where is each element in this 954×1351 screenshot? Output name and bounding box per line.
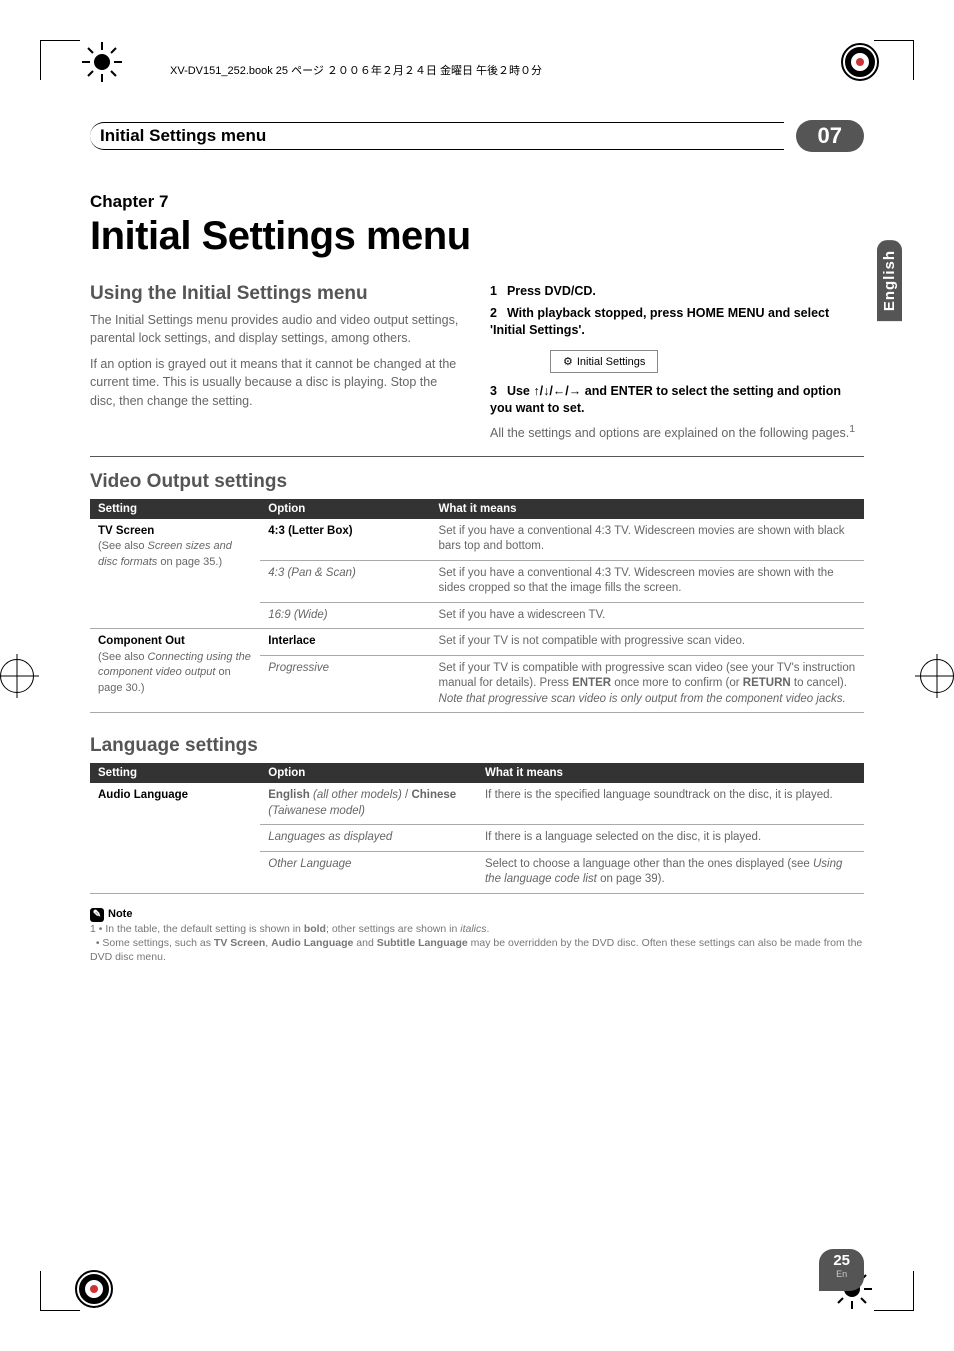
header-bar: Initial Settings menu 07 xyxy=(90,120,864,152)
setting-cell: Audio Language xyxy=(90,783,260,893)
option-cell: Languages as displayed xyxy=(260,825,477,852)
page-number: 25 En xyxy=(819,1249,864,1291)
setting-cell: Component Out(See also Connecting using … xyxy=(90,629,260,713)
col-option: Option xyxy=(260,763,477,783)
option-cell: Other Language xyxy=(260,851,477,893)
table-header-row: Setting Option What it means xyxy=(90,499,864,519)
page-content: Initial Settings menu 07 Chapter 7 Initi… xyxy=(50,90,904,1311)
initial-settings-label: Initial Settings xyxy=(577,356,645,368)
chapter-title: Initial Settings menu xyxy=(90,214,864,259)
meaning-cell: Set if your TV is compatible with progre… xyxy=(431,655,864,713)
registration-mark xyxy=(0,659,34,693)
intro-heading: Using the Initial Settings menu xyxy=(90,283,464,305)
table-row: Component Out(See also Connecting using … xyxy=(90,629,864,656)
note-icon: ✎ xyxy=(90,908,104,922)
video-output-table: Setting Option What it means TV Screen(S… xyxy=(90,499,864,714)
note-line-2: • Some settings, such as TV Screen, Audi… xyxy=(90,936,864,964)
step-3-explain-text: All the settings and options are explain… xyxy=(490,426,849,440)
initial-settings-box: ⚙ Initial Settings xyxy=(550,350,658,373)
step-1-text: Press DVD/CD. xyxy=(507,284,596,298)
col-meaning: What it means xyxy=(431,499,864,519)
option-cell: English (all other models) / Chinese (Ta… xyxy=(260,783,477,825)
chapter-label: Chapter 7 xyxy=(90,192,864,212)
footnote-ref: 1 xyxy=(849,424,855,435)
language-table: Setting Option What it means Audio Langu… xyxy=(90,763,864,894)
col-option: Option xyxy=(260,499,430,519)
option-cell: 4:3 (Pan & Scan) xyxy=(260,560,430,602)
meaning-cell: Set if your TV is not compatible with pr… xyxy=(431,629,864,656)
sun-icon xyxy=(80,40,124,84)
col-setting: Setting xyxy=(90,499,260,519)
step-1: 1Press DVD/CD. xyxy=(490,283,864,301)
table-header-row: Setting Option What it means xyxy=(90,763,864,783)
meaning-cell: If there is the specified language sound… xyxy=(477,783,864,825)
meaning-cell: Set if you have a conventional 4:3 TV. W… xyxy=(431,560,864,602)
section-number: 07 xyxy=(796,120,864,152)
step-2: 2With playback stopped, press HOME MENU … xyxy=(490,305,864,340)
step-2-text: With playback stopped, press HOME MENU a… xyxy=(490,306,829,338)
intro-p1: The Initial Settings menu provides audio… xyxy=(90,311,464,347)
note-label: Note xyxy=(108,908,132,920)
crop-mark xyxy=(40,40,80,80)
col-meaning: What it means xyxy=(477,763,864,783)
registration-mark xyxy=(920,659,954,693)
option-cell: Interlace xyxy=(260,629,430,656)
meaning-cell: Set if you have a widescreen TV. xyxy=(431,602,864,629)
language-heading: Language settings xyxy=(90,735,864,757)
table-row: Audio LanguageEnglish (all other models)… xyxy=(90,783,864,825)
file-stamp: XV-DV151_252.book 25 ページ ２００６年２月２４日 金曜日 … xyxy=(170,62,542,78)
right-column: 1Press DVD/CD. 2With playback stopped, p… xyxy=(490,283,864,442)
page-number-value: 25 xyxy=(833,1252,850,1269)
ring-icon xyxy=(838,40,882,84)
video-output-heading: Video Output settings xyxy=(90,471,864,493)
intro-p2: If an option is grayed out it means that… xyxy=(90,355,464,409)
note-line-1: 1 • In the table, the default setting is… xyxy=(90,922,864,936)
option-cell: 16:9 (Wide) xyxy=(260,602,430,629)
option-cell: 4:3 (Letter Box) xyxy=(260,519,430,561)
page-number-lang: En xyxy=(833,1269,850,1279)
arrow-icons: ↑/↓/←/→ xyxy=(533,384,581,398)
col-setting: Setting xyxy=(90,763,260,783)
header-title: Initial Settings menu xyxy=(90,122,784,150)
step-3-pre: Use xyxy=(507,384,533,398)
note-heading: ✎ Note xyxy=(90,908,864,922)
option-cell: Progressive xyxy=(260,655,430,713)
step-3-explain: All the settings and options are explain… xyxy=(490,422,864,442)
meaning-cell: Set if you have a conventional 4:3 TV. W… xyxy=(431,519,864,561)
table-row: TV Screen(See also Screen sizes and disc… xyxy=(90,519,864,561)
meaning-cell: If there is a language selected on the d… xyxy=(477,825,864,852)
meaning-cell: Select to choose a language other than t… xyxy=(477,851,864,893)
setting-cell: TV Screen(See also Screen sizes and disc… xyxy=(90,519,260,629)
gear-icon: ⚙ xyxy=(563,356,573,368)
left-column: Using the Initial Settings menu The Init… xyxy=(90,283,464,442)
divider xyxy=(90,456,864,457)
step-3: 3Use ↑/↓/←/→ and ENTER to select the set… xyxy=(490,383,864,418)
